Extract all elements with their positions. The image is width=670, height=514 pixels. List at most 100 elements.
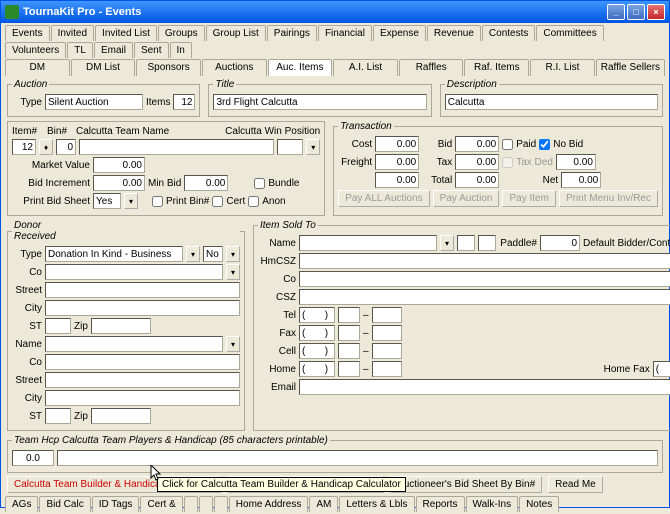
bottomtab-blank[interactable] [214, 496, 228, 512]
home-ex-input[interactable] [338, 361, 360, 377]
bidinc-input[interactable] [93, 175, 145, 191]
bidsheet-bybin-button[interactable]: Auctioneer's Bid Sheet By Bin# [390, 476, 542, 493]
home-num-input[interactable] [372, 361, 402, 377]
fax-num-input[interactable] [372, 325, 402, 341]
close-button[interactable]: × [647, 4, 665, 20]
bottomtab-am[interactable]: AM [309, 496, 338, 512]
bottomtab-home-address[interactable]: Home Address [229, 496, 309, 512]
donor-city-input[interactable] [45, 300, 240, 316]
tab-email[interactable]: Email [94, 42, 133, 58]
tab-revenue[interactable]: Revenue [427, 25, 481, 41]
minbid-input[interactable] [184, 175, 228, 191]
bid-value-input[interactable] [455, 136, 499, 152]
tab-invited-list[interactable]: Invited List [95, 25, 157, 41]
soldto-name-input[interactable] [299, 235, 437, 251]
total-input[interactable] [455, 172, 499, 188]
donor-street2-input[interactable] [45, 372, 240, 388]
net-input[interactable] [561, 172, 601, 188]
donor-co2-input[interactable] [45, 354, 240, 370]
tab-dm-list[interactable]: DM List [71, 59, 136, 76]
tab-sponsors[interactable]: Sponsors [136, 59, 201, 76]
tab-expense[interactable]: Expense [373, 25, 426, 41]
teamhcp-input[interactable] [12, 450, 54, 466]
bottomtab-walk-ins[interactable]: Walk-Ins [466, 496, 519, 512]
tab-pairings[interactable]: Pairings [267, 25, 317, 41]
winpos-dropdown[interactable]: ▾ [306, 139, 320, 155]
cost-input[interactable] [375, 136, 419, 152]
donor-city2-input[interactable] [45, 390, 240, 406]
tab-committees[interactable]: Committees [536, 25, 603, 41]
tab-group-list[interactable]: Group List [206, 25, 266, 41]
bottomtab-reports[interactable]: Reports [416, 496, 465, 512]
csz-input[interactable] [299, 289, 670, 305]
taxded-input[interactable] [556, 154, 596, 170]
anon-checkbox[interactable] [248, 196, 259, 207]
donor-name-dropdown[interactable]: ▾ [226, 336, 240, 352]
winpos-input[interactable] [277, 139, 303, 155]
printbin-checkbox[interactable] [152, 196, 163, 207]
blank-input[interactable] [375, 172, 419, 188]
bundle-checkbox[interactable] [254, 178, 265, 189]
donor-st-input[interactable] [45, 318, 71, 334]
tab-raffle-sellers[interactable]: Raffle Sellers [596, 59, 665, 76]
description-input[interactable] [445, 94, 658, 110]
email-input[interactable] [299, 379, 670, 395]
minimize-button[interactable]: _ [607, 4, 625, 20]
printmenu-button[interactable]: Print Menu Inv/Rec [559, 190, 658, 207]
bottomtab-bid-calc[interactable]: Bid Calc [39, 496, 90, 512]
auction-type-input[interactable] [45, 94, 143, 110]
item-input[interactable] [12, 139, 36, 155]
printbid-dropdown[interactable]: ▾ [124, 193, 138, 209]
donor-name-input[interactable] [45, 336, 223, 352]
hmcsz-input[interactable] [299, 253, 670, 269]
soldto-co-input[interactable] [299, 271, 670, 287]
bin-input[interactable] [56, 139, 76, 155]
cell-ex-input[interactable] [338, 343, 360, 359]
title-input[interactable] [213, 94, 426, 110]
soldto-name-dropdown[interactable]: ▾ [440, 235, 454, 251]
fax-ex-input[interactable] [338, 325, 360, 341]
tab-sent[interactable]: Sent [134, 42, 169, 58]
market-input[interactable] [93, 157, 145, 173]
donor-street-input[interactable] [45, 282, 240, 298]
donor-zip2-input[interactable] [91, 408, 151, 424]
fax-area-input[interactable] [299, 325, 335, 341]
donor-co-input[interactable] [45, 264, 223, 280]
bottomtab-letters-lbls[interactable]: Letters & Lbls [339, 496, 414, 512]
teamname-input[interactable] [79, 139, 274, 155]
tab-invited[interactable]: Invited [51, 25, 94, 41]
bottomtab-notes[interactable]: Notes [519, 496, 559, 512]
payitem-button[interactable]: Pay Item [502, 190, 555, 207]
donor-st2-input[interactable] [45, 408, 71, 424]
tab-dm[interactable]: DM [5, 59, 70, 76]
payall-button[interactable]: Pay ALL Auctions [338, 190, 429, 207]
tab-contests[interactable]: Contests [482, 25, 535, 41]
bottomtab-cert-[interactable]: Cert & [140, 496, 182, 512]
cell-num-input[interactable] [372, 343, 402, 359]
tab-a-i-list[interactable]: A.I. List [333, 59, 398, 76]
tab-tl[interactable]: TL [67, 42, 93, 58]
tab-events[interactable]: Events [5, 25, 50, 41]
teamplayers-input[interactable] [57, 450, 658, 466]
freight-input[interactable] [375, 154, 419, 170]
bottomtab-blank[interactable] [199, 496, 213, 512]
bottomtab-id-tags[interactable]: ID Tags [92, 496, 140, 512]
tel-area-input[interactable] [299, 307, 335, 323]
tab-raf-items[interactable]: Raf. Items [464, 59, 529, 76]
bottomtab-ags[interactable]: AGs [5, 496, 38, 512]
paid-checkbox[interactable] [502, 139, 513, 150]
donor-zip-input[interactable] [91, 318, 151, 334]
readme-button[interactable]: Read Me [548, 476, 603, 493]
donor-co-dropdown[interactable]: ▾ [226, 264, 240, 280]
donor-type-input[interactable] [45, 246, 183, 262]
tab-auctions[interactable]: Auctions [202, 59, 267, 76]
home-area-input[interactable] [299, 361, 335, 377]
items-input[interactable] [173, 94, 195, 110]
donor-type-dropdown[interactable]: ▾ [186, 246, 200, 262]
tab-in[interactable]: In [170, 42, 192, 58]
payauc-button[interactable]: Pay Auction [433, 190, 500, 207]
tel-ex-input[interactable] [338, 307, 360, 323]
item-stepper[interactable]: ♦ [39, 139, 53, 155]
cell-area-input[interactable] [299, 343, 335, 359]
tab-auc-items[interactable]: Auc. Items [268, 59, 333, 76]
